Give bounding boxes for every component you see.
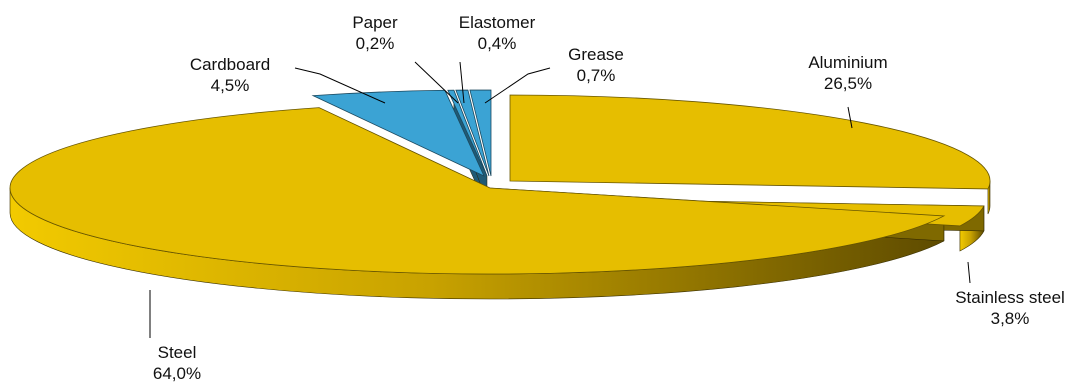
slice-value-grease: 0,7% bbox=[577, 66, 616, 85]
slice-label-grease: Grease bbox=[568, 45, 624, 64]
slice-value-cardboard: 4,5% bbox=[211, 76, 250, 95]
slice-value-paper: 0,2% bbox=[356, 34, 395, 53]
slice-label-paper: Paper bbox=[352, 13, 398, 32]
leader-line-paper bbox=[414, 61, 459, 104]
leader-line-elastomer bbox=[459, 61, 465, 104]
slice-value-elastomer: 0,4% bbox=[478, 34, 517, 53]
slice-elastomer bbox=[455, 89, 490, 177]
slice-value-stainless-steel: 3,8% bbox=[991, 309, 1030, 328]
slice-label-aluminium: Aluminium bbox=[808, 53, 887, 72]
leader-line-stainless-steel bbox=[967, 261, 971, 284]
slice-grease bbox=[469, 89, 492, 177]
slice-label-stainless-steel: Stainless steel bbox=[955, 288, 1065, 307]
slice-value-steel: 64,0% bbox=[153, 364, 201, 383]
leader-line-grease bbox=[484, 67, 551, 104]
slice-steel bbox=[9, 107, 946, 275]
slice-label-steel: Steel bbox=[158, 343, 197, 362]
leader-line-cardboard bbox=[294, 67, 386, 104]
slice-value-aluminium: 26,5% bbox=[824, 74, 872, 93]
slice-label-cardboard: Cardboard bbox=[190, 55, 270, 74]
leader-line-aluminium bbox=[847, 106, 853, 129]
slice-paper bbox=[447, 89, 488, 177]
slice-label-elastomer: Elastomer bbox=[459, 13, 536, 32]
slice-aluminium bbox=[509, 94, 991, 190]
